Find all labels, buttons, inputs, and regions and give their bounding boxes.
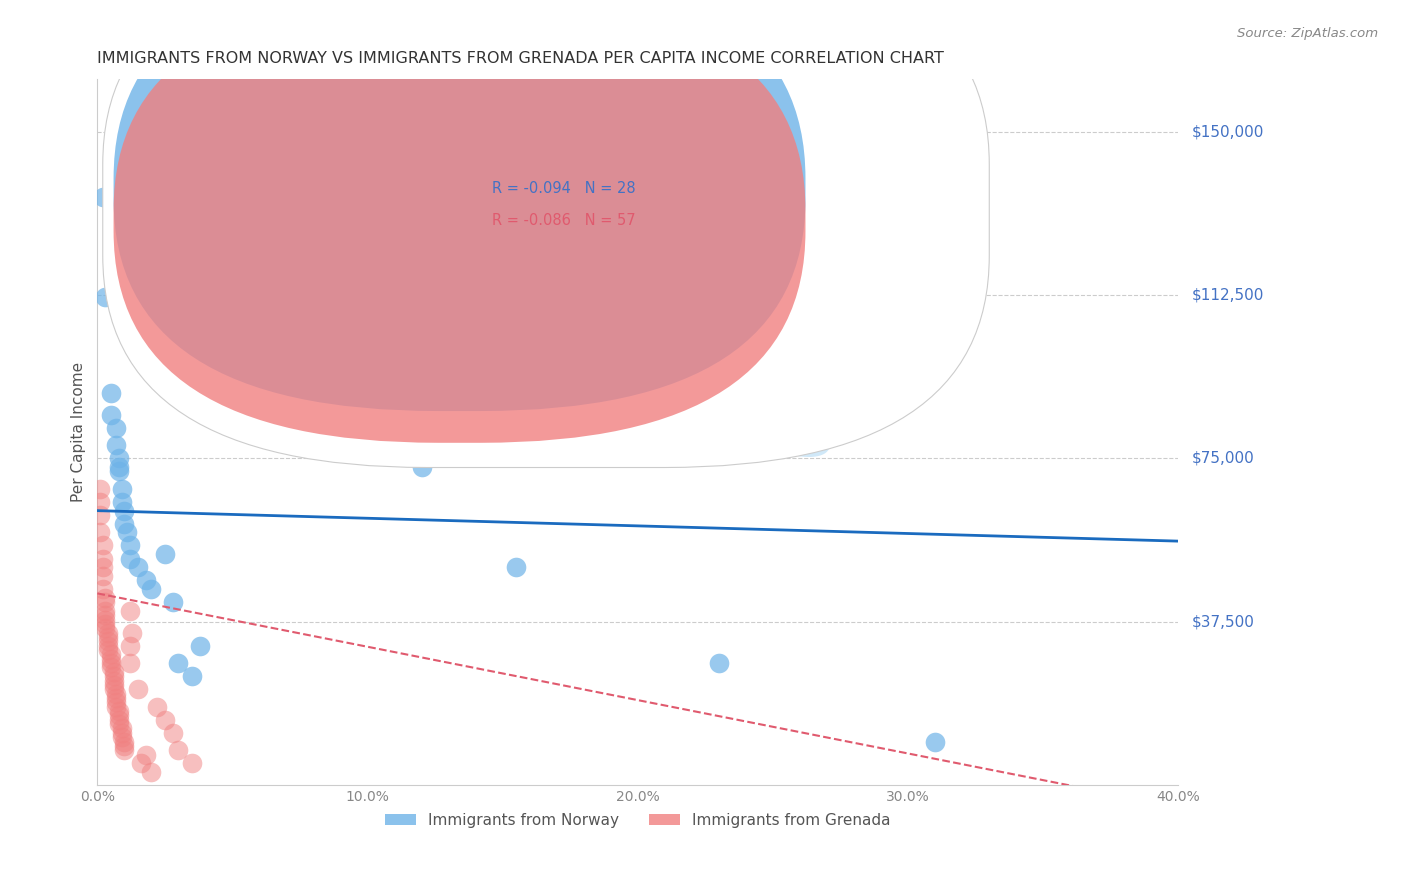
Point	[103, 669, 125, 683]
Point	[153, 547, 176, 561]
Point	[105, 421, 128, 435]
Point	[111, 722, 134, 736]
Text: R = -0.094   N = 28: R = -0.094 N = 28	[492, 181, 636, 196]
Text: $37,500: $37,500	[1192, 615, 1254, 629]
Point	[115, 525, 138, 540]
Point	[97, 625, 120, 640]
Point	[411, 460, 433, 475]
Point	[108, 713, 131, 727]
Point	[111, 495, 134, 509]
Point	[112, 743, 135, 757]
Point	[167, 743, 190, 757]
Point	[118, 551, 141, 566]
Y-axis label: Per Capita Income: Per Capita Income	[72, 362, 86, 502]
Point	[89, 508, 111, 522]
Point	[100, 648, 122, 662]
Point	[91, 582, 114, 596]
Point	[89, 482, 111, 496]
Point	[91, 539, 114, 553]
Point	[108, 460, 131, 475]
Point	[505, 560, 527, 574]
Point	[707, 656, 730, 670]
Point	[94, 613, 117, 627]
Point	[100, 386, 122, 401]
Point	[89, 525, 111, 540]
Point	[94, 604, 117, 618]
Point	[162, 595, 184, 609]
Point	[105, 699, 128, 714]
Text: $75,000: $75,000	[1192, 450, 1254, 466]
Point	[91, 190, 114, 204]
Point	[167, 656, 190, 670]
Point	[108, 465, 131, 479]
Text: Source: ZipAtlas.com: Source: ZipAtlas.com	[1237, 27, 1378, 40]
Point	[118, 539, 141, 553]
Point	[127, 560, 149, 574]
Text: IMMIGRANTS FROM NORWAY VS IMMIGRANTS FROM GRENADA PER CAPITA INCOME CORRELATION : IMMIGRANTS FROM NORWAY VS IMMIGRANTS FRO…	[97, 51, 945, 66]
Point	[141, 764, 163, 779]
Point	[105, 438, 128, 452]
Point	[94, 616, 117, 631]
Point	[118, 604, 141, 618]
Point	[108, 708, 131, 723]
Point	[118, 639, 141, 653]
Point	[153, 713, 176, 727]
FancyBboxPatch shape	[114, 0, 806, 411]
Text: $112,500: $112,500	[1192, 287, 1264, 302]
Point	[112, 503, 135, 517]
Point	[94, 290, 117, 304]
FancyBboxPatch shape	[103, 0, 990, 467]
Text: R = -0.086   N = 57: R = -0.086 N = 57	[492, 213, 636, 228]
FancyBboxPatch shape	[114, 0, 806, 442]
Point	[135, 747, 157, 762]
Point	[188, 639, 211, 653]
Point	[94, 608, 117, 623]
Point	[111, 730, 134, 744]
Point	[103, 665, 125, 679]
Point	[94, 595, 117, 609]
Point	[100, 408, 122, 422]
Point	[89, 495, 111, 509]
Point	[121, 625, 143, 640]
Point	[103, 673, 125, 688]
Point	[181, 669, 204, 683]
Point	[105, 690, 128, 705]
Legend: Immigrants from Norway, Immigrants from Grenada: Immigrants from Norway, Immigrants from …	[380, 806, 897, 834]
Point	[924, 734, 946, 748]
Point	[112, 516, 135, 531]
Point	[94, 591, 117, 605]
Point	[91, 560, 114, 574]
Point	[111, 726, 134, 740]
Point	[108, 451, 131, 466]
Point	[103, 678, 125, 692]
Point	[162, 726, 184, 740]
Point	[91, 569, 114, 583]
Point	[108, 717, 131, 731]
Point	[127, 682, 149, 697]
Point	[108, 704, 131, 718]
Point	[141, 582, 163, 596]
Point	[100, 656, 122, 670]
Point	[91, 551, 114, 566]
Point	[111, 482, 134, 496]
Point	[94, 621, 117, 635]
Point	[146, 699, 169, 714]
Point	[129, 756, 152, 771]
Text: ZIPatlas: ZIPatlas	[441, 391, 835, 474]
Point	[100, 652, 122, 666]
Point	[105, 687, 128, 701]
Point	[97, 639, 120, 653]
Point	[97, 643, 120, 657]
Point	[97, 630, 120, 644]
Point	[112, 734, 135, 748]
Point	[118, 656, 141, 670]
Point	[100, 660, 122, 674]
Point	[181, 756, 204, 771]
Text: $150,000: $150,000	[1192, 124, 1264, 139]
Point	[105, 695, 128, 709]
Point	[103, 682, 125, 697]
Point	[135, 574, 157, 588]
Point	[97, 634, 120, 648]
Point	[112, 739, 135, 753]
